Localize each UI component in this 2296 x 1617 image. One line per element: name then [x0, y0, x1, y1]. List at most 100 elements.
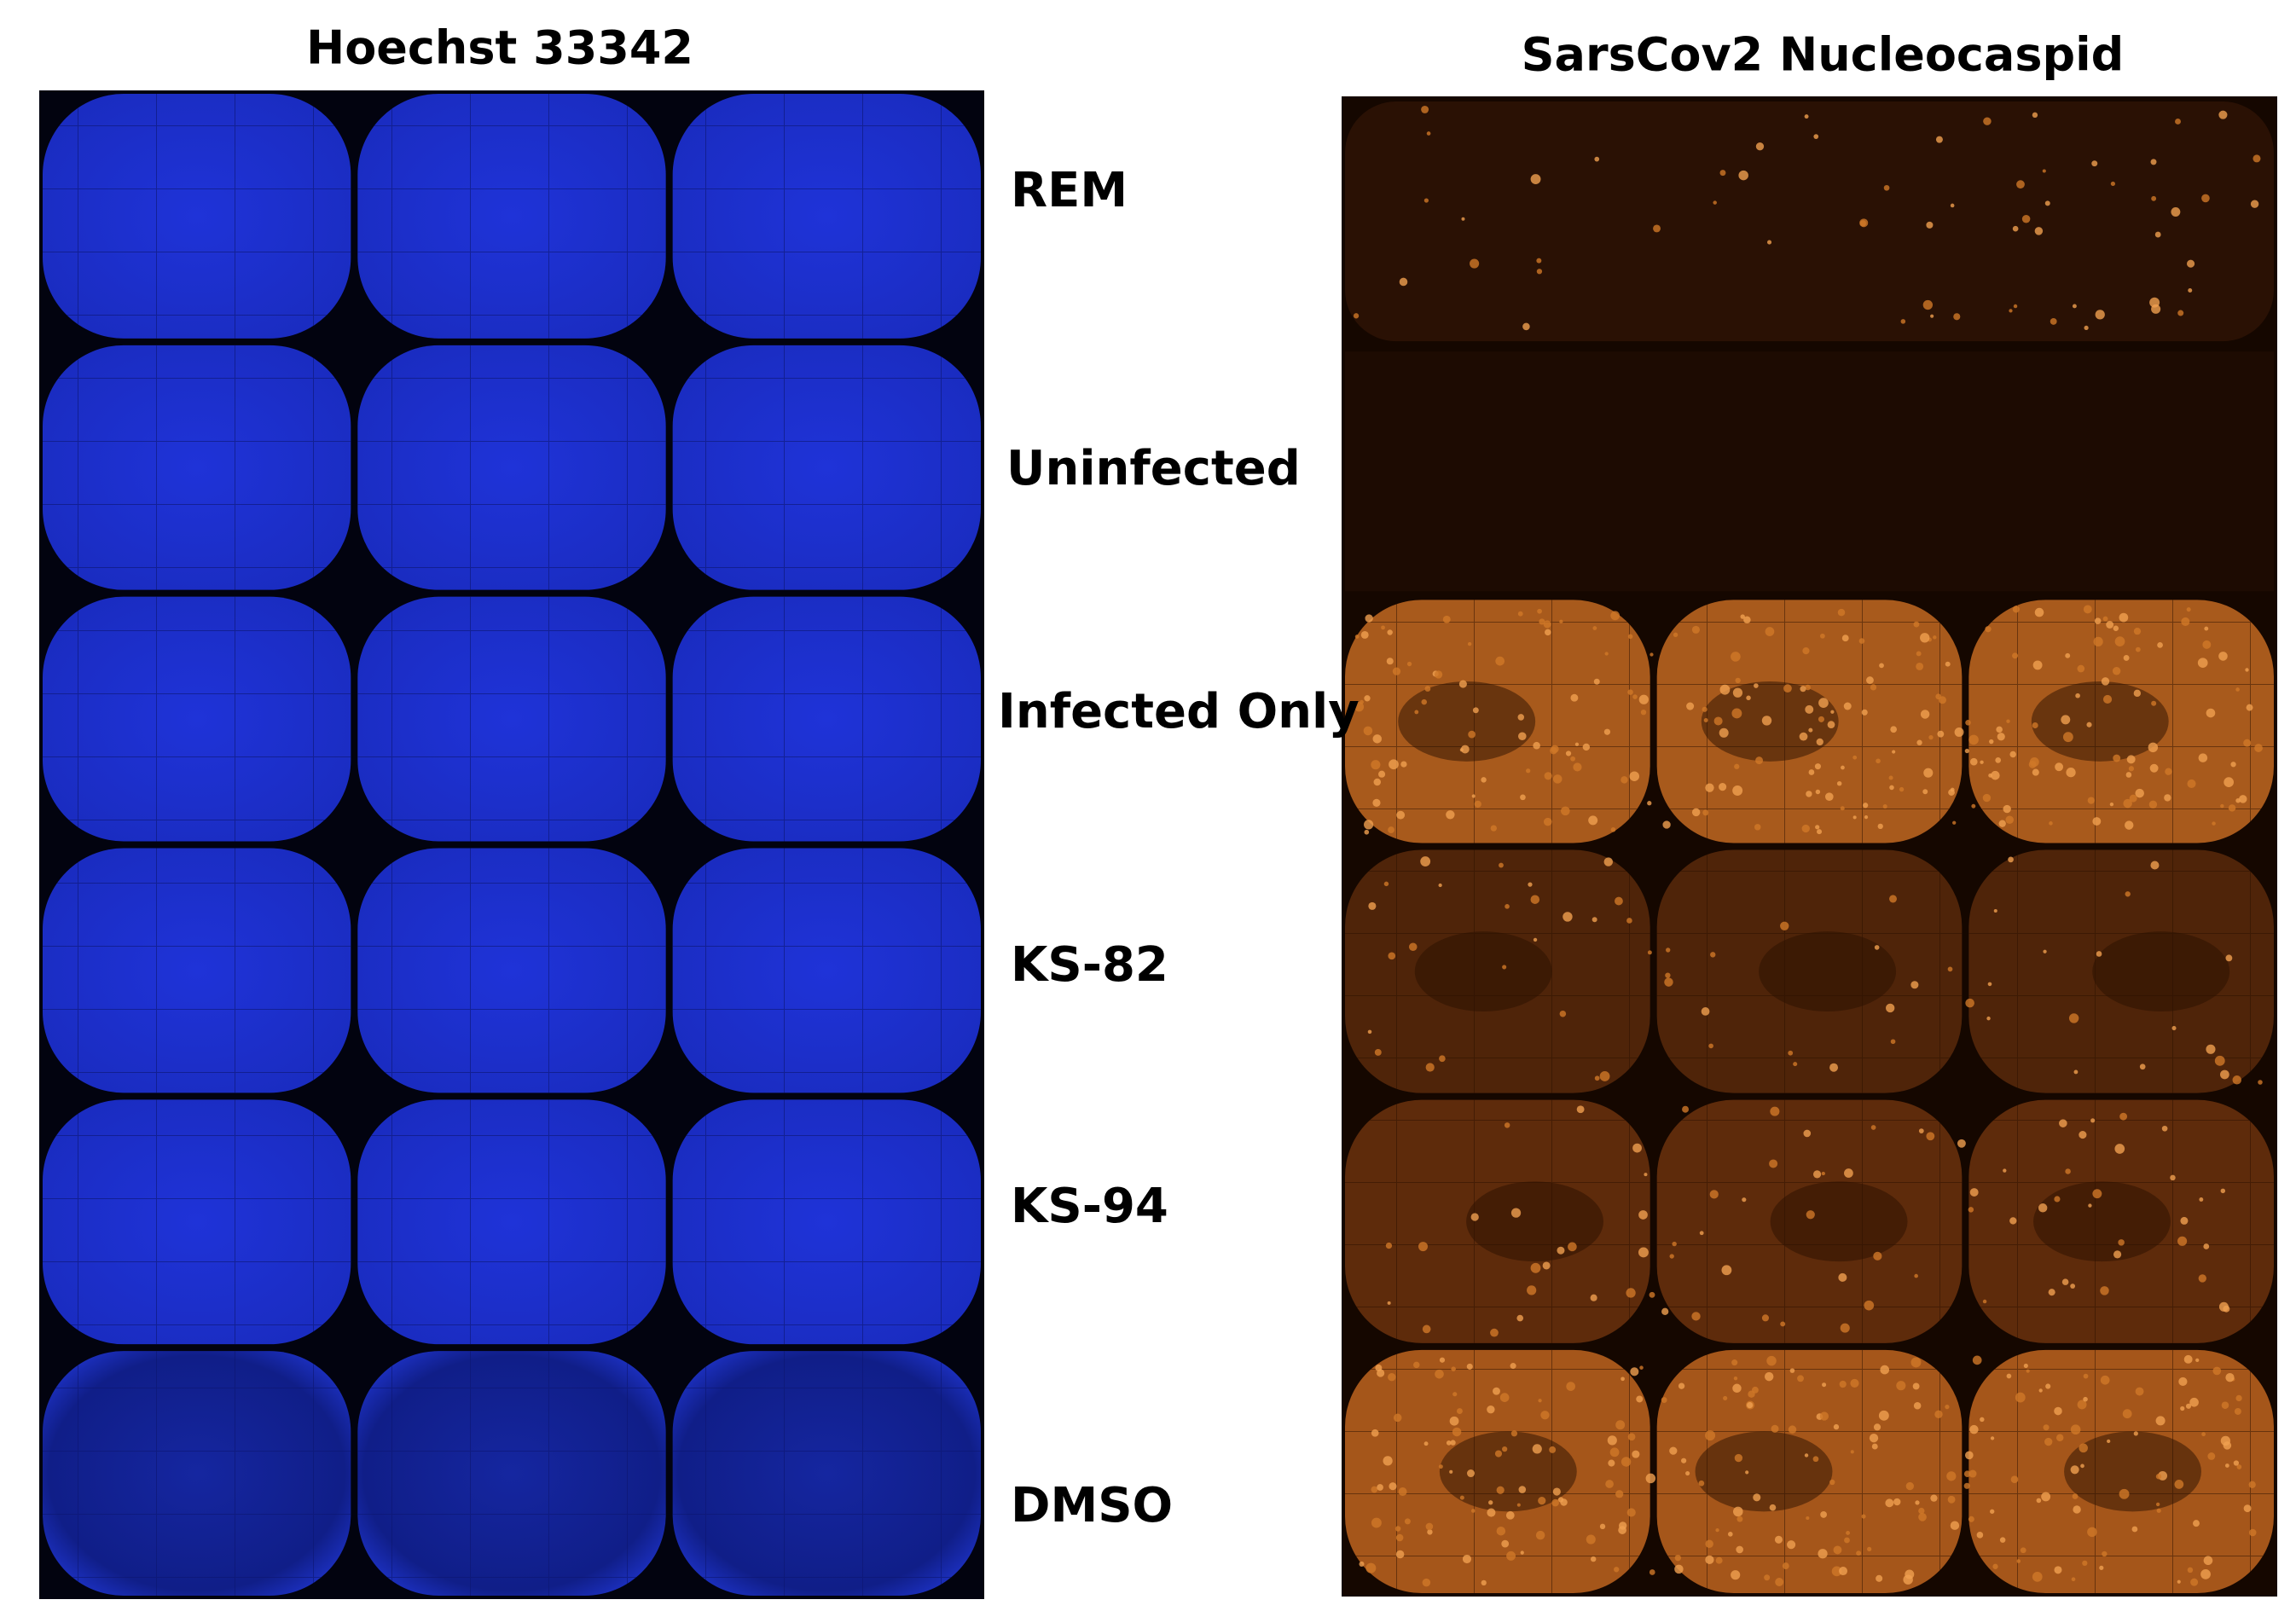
speckle — [2032, 722, 2038, 729]
speckle — [2055, 1434, 2064, 1441]
speckle — [1516, 1314, 1524, 1322]
speckle — [1496, 1486, 1505, 1494]
speckle — [2099, 1565, 2104, 1570]
speckle — [1371, 1429, 1379, 1437]
well-grid — [43, 345, 351, 590]
speckle — [2092, 817, 2102, 826]
speckle — [1993, 908, 1997, 913]
speckle — [1459, 1495, 1464, 1500]
speckle — [2199, 1197, 2204, 1202]
speckle — [2180, 1405, 2185, 1411]
speckle — [1850, 1378, 1859, 1388]
speckle — [1913, 621, 1920, 628]
speckle — [1672, 1241, 1677, 1247]
speckle — [1699, 1231, 1704, 1236]
speckle — [2054, 1406, 2062, 1416]
speckle — [2088, 1203, 2092, 1208]
speckle — [1954, 727, 1964, 737]
speckle — [2072, 304, 2077, 309]
speckle — [1789, 1368, 1795, 1373]
speckle — [1947, 1495, 1956, 1504]
speckle — [1530, 1262, 1541, 1273]
speckle — [1715, 1527, 1719, 1533]
speckle — [2003, 1168, 2007, 1173]
speckle — [1806, 1210, 1815, 1220]
speckle — [2201, 1432, 2206, 1437]
speckle — [1367, 1029, 1372, 1035]
speckle — [1705, 783, 1714, 792]
speckle — [1945, 1404, 1950, 1410]
speckle — [1743, 616, 1751, 624]
speckle — [2032, 1571, 2043, 1582]
speckle — [1888, 775, 1893, 780]
speckle — [1372, 734, 1383, 744]
speckle — [1549, 1446, 1557, 1453]
speckle — [1398, 1487, 1407, 1496]
speckle — [1723, 1395, 1728, 1401]
speckle — [1995, 757, 2002, 763]
speckle — [1805, 704, 1814, 714]
speckle — [1852, 815, 1857, 820]
speckle — [2189, 1397, 2199, 1407]
speckle — [1605, 1480, 1614, 1488]
speckle — [2178, 1376, 2188, 1387]
speckle — [1837, 608, 1846, 617]
speckle — [2171, 207, 2181, 217]
speckle — [1691, 1312, 1701, 1321]
row-label: Infected Only — [998, 684, 1360, 739]
speckle — [1590, 1556, 1597, 1562]
speckle — [1621, 1457, 1632, 1467]
speckle — [1858, 638, 1865, 644]
speckle — [1968, 1469, 1977, 1478]
speckle — [2185, 1403, 2192, 1409]
speckle — [1827, 721, 1835, 729]
speckle — [1992, 1563, 1998, 1569]
speckle — [1627, 689, 1633, 695]
speckle — [1890, 726, 1898, 733]
speckle — [1647, 950, 1652, 955]
speckle — [1734, 763, 1740, 769]
speckle — [1816, 738, 1823, 746]
speckle — [1806, 1516, 1810, 1521]
speckle — [1566, 1382, 1575, 1391]
speckle — [1888, 895, 1898, 903]
speckle — [1533, 741, 1540, 750]
speckle — [1505, 904, 1510, 909]
speckle — [1736, 1545, 1743, 1554]
speckle — [1987, 982, 1992, 987]
speckle — [1395, 1550, 1405, 1559]
speckle — [1957, 1139, 1966, 1148]
speckle — [1982, 1299, 1987, 1304]
speckle — [1968, 1516, 1974, 1522]
speckle — [1819, 1411, 1829, 1421]
well-grid — [1656, 1349, 1963, 1593]
speckle — [2148, 742, 2159, 753]
speckle — [1426, 131, 1431, 136]
well-grid — [357, 1099, 666, 1345]
speckle — [1603, 857, 1614, 866]
speckle — [2171, 1025, 2177, 1031]
speckle — [2044, 1437, 2053, 1446]
speckle — [1365, 614, 1373, 623]
speckle — [2135, 788, 2144, 798]
speckle — [1490, 825, 1497, 832]
speckle — [1427, 1529, 1433, 1535]
speckle — [1754, 683, 1759, 688]
speckle — [2015, 1392, 2026, 1403]
speckle — [1788, 1425, 1797, 1434]
speckle — [2075, 693, 2080, 698]
speckle — [1673, 632, 1679, 638]
speckle — [2083, 1373, 2089, 1379]
speckle — [1561, 806, 1570, 816]
speckle — [1802, 646, 1810, 655]
speckle — [1705, 1555, 1714, 1564]
speckle — [1946, 1471, 1957, 1481]
speckle — [1389, 759, 1399, 770]
speckle — [2151, 195, 2157, 201]
speckle — [1963, 1470, 1971, 1477]
speckle — [2106, 621, 2114, 629]
speckle — [1423, 198, 1429, 203]
speckle — [1608, 1459, 1615, 1467]
speckle — [2248, 1481, 2256, 1488]
